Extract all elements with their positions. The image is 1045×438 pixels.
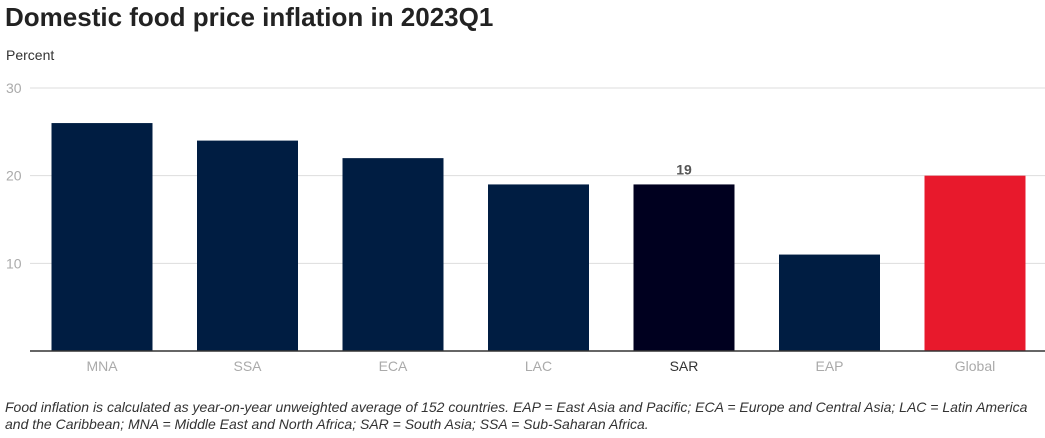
bar-eap (779, 254, 880, 351)
bar-sar (633, 184, 735, 351)
x-tick-label: EAP (815, 358, 843, 374)
x-tick-label: SAR (670, 358, 699, 374)
x-tick-label: MNA (86, 358, 118, 374)
bar-chart: 10 20 30 MNA SSA ECA LAC SAR EAP Global 19 (6, 80, 1045, 374)
bar-global (924, 175, 1026, 351)
x-tick-label: LAC (525, 358, 552, 374)
data-label: 19 (676, 161, 692, 177)
y-tick-label: 20 (6, 168, 22, 184)
x-tick-label: ECA (379, 358, 408, 374)
bar-mna (51, 123, 153, 351)
footnote: Food inflation is calculated as year-on-… (5, 399, 1028, 432)
y-tick-label: 30 (6, 80, 22, 96)
bar-lac (488, 184, 589, 351)
chart-title: Domestic food price inflation in 2023Q1 (5, 2, 494, 32)
x-tick-label: SSA (233, 358, 262, 374)
y-tick-label: 10 (6, 255, 22, 271)
bar-ssa (197, 140, 298, 351)
x-tick-label: Global (955, 358, 995, 374)
bar-eca (342, 158, 444, 351)
y-axis-label: Percent (6, 47, 55, 63)
